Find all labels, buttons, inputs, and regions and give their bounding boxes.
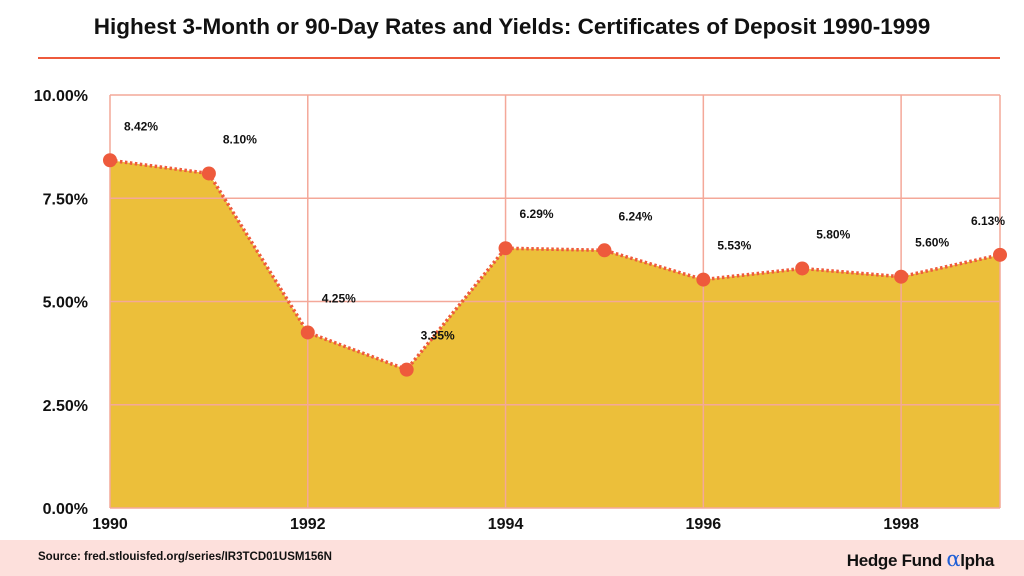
data-point [795,261,810,276]
data-point [993,247,1007,262]
y-tick-label: 2.50% [43,398,88,415]
x-tick-label: 1990 [92,516,128,533]
y-tick-label: 5.00% [43,295,88,312]
x-tick-label: 1994 [488,516,524,533]
logo-text-suffix: lpha [960,551,994,570]
data-label: 5.60% [915,236,949,250]
data-label: 5.53% [717,239,751,253]
y-tick-label: 7.50% [43,191,88,208]
logo-text: Hedge Fund [846,551,947,570]
y-tick-label: 10.00% [34,88,88,105]
data-label: 6.13% [971,214,1005,228]
data-label: 8.10% [223,132,257,146]
data-point [894,269,909,284]
hedge-fund-alpha-logo: Hedge Fund αlpha [846,547,995,571]
x-tick-label: 1998 [883,516,919,533]
data-point [696,272,711,287]
source-note: Source: fred.stlouisfed.org/series/IR3TC… [38,551,332,563]
data-point [103,153,117,168]
x-tick-label: 1992 [290,516,326,533]
area-chart: 0.00% 2.50% 5.00% 7.50% 10.00% 1990 1992 1994 19… [34,88,1007,533]
data-label: 3.35% [421,329,455,343]
data-point [201,166,216,181]
title-divider [38,57,1000,59]
data-label: 5.80% [816,227,850,241]
data-point [597,243,612,258]
data-point [300,325,315,340]
data-label: 6.29% [520,207,554,221]
data-point [498,241,513,256]
data-label: 8.42% [124,119,158,133]
logo-alpha-glyph: α [946,547,961,571]
footer: Source: fred.stlouisfed.org/series/IR3TC… [0,540,1024,576]
area-fill [110,160,1000,508]
y-tick-label: 0.00% [43,501,88,518]
chart-title: Highest 3-Month or 90-Day Rates and Yiel… [93,14,931,39]
x-tick-label: 1996 [686,516,722,533]
data-point [399,362,414,377]
data-label: 6.24% [618,209,652,223]
series-line [109,158,1001,372]
data-label: 4.25% [322,291,356,305]
